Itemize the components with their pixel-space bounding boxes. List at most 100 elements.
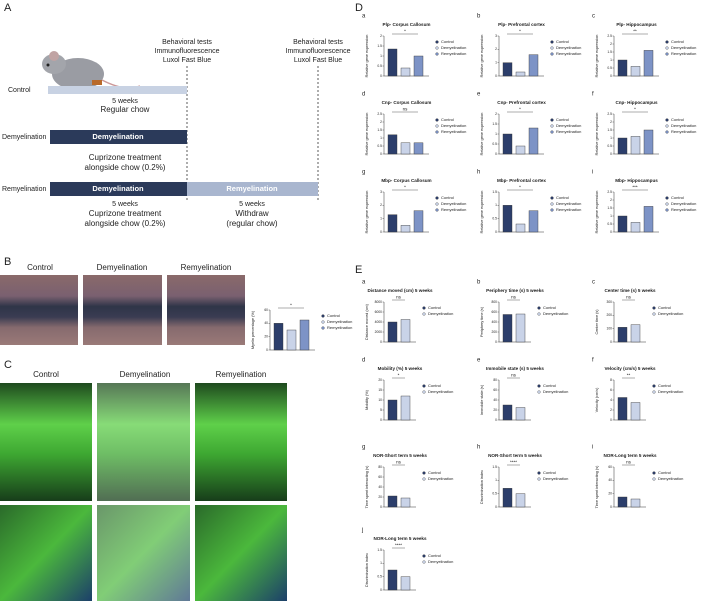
legend-marker (550, 124, 554, 128)
y-tick-label: 0 (610, 505, 612, 509)
y-tick-label: 1.5 (377, 548, 382, 552)
y-tick-label: 80 (493, 378, 497, 382)
y-axis-label: Center time (s) (595, 309, 599, 335)
y-tick-label: 60 (608, 465, 612, 469)
y-tick-label: 600 (491, 310, 497, 314)
micrograph (195, 383, 287, 501)
bar (400, 319, 411, 343)
chart-title: Plp- Prefrontal cortex (498, 22, 545, 27)
legend-marker (537, 390, 541, 394)
bar (413, 210, 424, 233)
legend-marker (435, 124, 439, 128)
y-tick-label: 2 (610, 408, 612, 412)
bar (502, 404, 513, 421)
bar (630, 66, 641, 77)
y-tick-label: 0 (610, 152, 612, 156)
y-tick-label: 0.5 (492, 217, 497, 221)
bar (387, 495, 398, 508)
significance: ns (396, 295, 402, 300)
y-tick-label: 40 (264, 321, 268, 325)
significance: **** (395, 543, 402, 548)
y-tick-label: 8000 (375, 300, 383, 304)
legend-marker (550, 208, 554, 212)
chart-letter: e (477, 358, 481, 364)
legend-label: Demyelination (543, 311, 568, 316)
chart-title: Velocity (cm/s) 5 weeks (604, 366, 656, 371)
image-title: Demyelination (97, 263, 148, 272)
chart-title: NOR-Long term 5 weeks (373, 536, 427, 541)
chart-title: Cnp- Corpus Callosum (382, 100, 432, 105)
timepoint-text: Immunofluorescence (155, 48, 220, 55)
image-title: Control (27, 263, 53, 272)
chart-letter: b (477, 280, 481, 286)
bar (502, 62, 513, 77)
legend-label: Demyelination (556, 201, 581, 206)
y-tick-label: 2.5 (377, 112, 382, 116)
legend-marker (550, 202, 554, 206)
legend-marker (665, 130, 669, 134)
chart-title: Plp- Hippocampus (616, 22, 657, 27)
panel-label: C (4, 359, 12, 371)
y-axis-label: Relative gene expression (365, 35, 369, 78)
legend-label: Remyelination (327, 325, 352, 330)
row-label: Control (8, 87, 31, 94)
micrograph (0, 383, 92, 501)
y-tick-label: 1.5 (607, 50, 612, 54)
legend-marker (665, 40, 669, 44)
y-tick-label: 2 (610, 198, 612, 202)
bar (515, 71, 526, 77)
legend-label: Demyelination (556, 123, 581, 128)
y-tick-label: 6 (610, 388, 612, 392)
bar (617, 397, 628, 421)
bar (286, 329, 297, 351)
legend-label: Demyelination (428, 559, 453, 564)
legend-label: Demyelination (658, 389, 683, 394)
y-tick-label: 0 (380, 152, 382, 156)
y-axis-label: Relative gene expression (480, 191, 484, 234)
timeline-bar (187, 182, 318, 196)
y-tick-label: 0 (380, 418, 382, 422)
legend-marker (422, 560, 426, 564)
bar (515, 145, 526, 155)
legend-label: Remyelination (441, 129, 466, 134)
y-tick-label: 1.5 (492, 465, 497, 469)
legend-marker (435, 40, 439, 44)
legend-marker (652, 384, 656, 388)
timepoint-text: Luxol Fast Blue (294, 57, 342, 64)
legend-marker (537, 384, 541, 388)
legend-marker (537, 471, 541, 475)
legend-label: Remyelination (671, 129, 696, 134)
duration: 5 weeks (112, 201, 138, 208)
y-tick-label: 2.5 (607, 34, 612, 38)
legend-marker (435, 208, 439, 212)
y-tick-label: 0 (495, 340, 497, 344)
y-tick-label: 2000 (375, 330, 383, 334)
treatment: Cuprizone treatment (89, 209, 162, 218)
legend-marker (652, 312, 656, 316)
legend-label: Remyelination (441, 207, 466, 212)
bar (273, 323, 284, 351)
y-tick-label: 60 (378, 475, 382, 479)
bar (400, 497, 411, 508)
treatment: (regular chow) (226, 219, 277, 228)
legend-label: Control (428, 470, 441, 475)
y-axis-label: Time spent interacting (s) (365, 465, 369, 508)
bar (299, 319, 310, 351)
y-tick-label: 1 (610, 136, 612, 140)
y-tick-label: 0 (495, 505, 497, 509)
bar (630, 324, 641, 343)
legend-label: Remyelination (556, 207, 581, 212)
bar (400, 225, 411, 233)
legend-marker (435, 46, 439, 50)
y-tick-label: 0 (610, 74, 612, 78)
y-tick-label: 60 (493, 388, 497, 392)
legend-label: Control (543, 305, 556, 310)
chart-title: Center time (s) 5 weeks (604, 288, 656, 293)
bar (617, 327, 628, 343)
y-tick-label: 15 (378, 388, 382, 392)
bar (617, 137, 628, 155)
y-axis-label: Relative gene expression (365, 191, 369, 234)
y-tick-label: 20 (378, 378, 382, 382)
legend-label: Demyelination (543, 389, 568, 394)
micrograph (97, 505, 190, 601)
